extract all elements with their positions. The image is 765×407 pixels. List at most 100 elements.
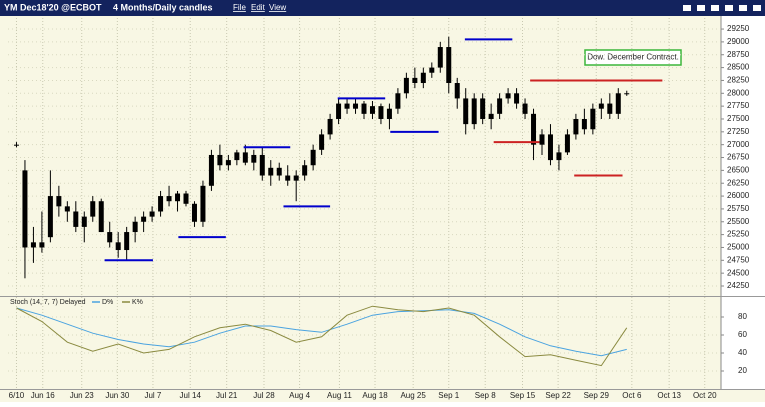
y-tick-label: 27000 [727, 140, 750, 149]
candle-body [64, 206, 70, 212]
candle-body [208, 154, 214, 186]
candle-body [276, 167, 282, 176]
icon[interactable] [683, 5, 691, 11]
candle-body [471, 98, 477, 125]
menu-item[interactable]: Edit [251, 3, 266, 12]
candle-body [302, 165, 308, 176]
y-tick-label: 28500 [727, 63, 750, 72]
candle-body [386, 108, 392, 119]
stoch-line [16, 305, 628, 367]
candle-body [191, 203, 197, 222]
candle-body [624, 93, 630, 95]
x-tick-label: Sep 15 [510, 391, 536, 400]
candle-body [56, 196, 62, 207]
x-tick-label: Aug 18 [362, 391, 388, 400]
candle-body [547, 134, 553, 161]
y-tick-label: 26000 [727, 191, 750, 200]
x-tick-label: Sep 1 [438, 391, 459, 400]
candle-body [488, 113, 494, 119]
y-tick-label: 20 [738, 366, 747, 375]
y-tick-label: 29250 [727, 24, 750, 33]
candle-body [293, 175, 299, 181]
title-bar [0, 0, 765, 16]
candle-body [420, 72, 426, 84]
y-tick-label: 27750 [727, 101, 750, 110]
candle-body [310, 149, 316, 166]
candle-body [522, 103, 528, 114]
candle-body [285, 175, 291, 181]
candle-body [615, 93, 621, 114]
candle-body [395, 93, 401, 109]
x-tick-label: Oct 13 [657, 391, 681, 400]
candle-body [90, 201, 96, 217]
x-tick-label: Aug 4 [289, 391, 310, 400]
menu-item[interactable]: File [233, 3, 246, 12]
y-tick-label: 25500 [727, 217, 750, 226]
y-tick-label: 27500 [727, 114, 750, 123]
icon[interactable] [711, 5, 719, 11]
menu-item[interactable]: View [269, 3, 286, 12]
y-tick-label: 28750 [727, 50, 750, 59]
candle-body [412, 77, 418, 84]
icon[interactable] [725, 5, 733, 11]
candle-body [132, 221, 138, 233]
candle-body [539, 134, 545, 145]
candle-body [149, 211, 155, 217]
candle-body [251, 154, 257, 163]
candle-body [30, 242, 36, 248]
candle-body [531, 113, 537, 145]
y-tick-label: 26250 [727, 178, 750, 187]
window-controls[interactable] [683, 5, 761, 11]
candle-body [344, 103, 350, 109]
x-tick-label: Sep 29 [584, 391, 610, 400]
icon[interactable] [697, 5, 705, 11]
x-tick-label: Oct 20 [693, 391, 717, 400]
candle-body [353, 103, 359, 109]
y-tick-label: 26500 [727, 165, 750, 174]
x-tick-label: Aug 25 [400, 391, 426, 400]
candle-body [429, 67, 435, 73]
candle-body [454, 83, 460, 99]
candle-body [175, 193, 181, 202]
y-tick-label: 27250 [727, 127, 750, 136]
candle-body [598, 103, 604, 109]
candle-body [607, 103, 613, 114]
y-tick-label: 28250 [727, 76, 750, 85]
stoch-line [16, 307, 627, 357]
candle-body [268, 167, 274, 176]
candle-body [378, 106, 384, 119]
indicator-title: Stoch (14, 7, 7) Delayed [10, 299, 86, 306]
icon[interactable] [739, 5, 747, 11]
legend-label: K% [132, 299, 143, 306]
candle-body [437, 47, 443, 68]
candle-body [124, 232, 130, 251]
x-tick-label: Jul 7 [144, 391, 161, 400]
y-tick-label: 25250 [727, 230, 750, 239]
y-tick-label: 25000 [727, 243, 750, 252]
candle-body [480, 98, 486, 119]
y-tick-label: 80 [738, 312, 747, 321]
icon[interactable] [753, 5, 761, 11]
candle-body [463, 98, 469, 125]
window-title: YM Dec18'20 @ECBOT [4, 2, 102, 12]
x-tick-label: Jun 16 [31, 391, 56, 400]
y-tick-label: 60 [738, 330, 747, 339]
candle-body [259, 154, 265, 176]
x-tick-label: Jul 21 [216, 391, 238, 400]
y-tick-label: 24500 [727, 268, 750, 277]
price-axis-bg [721, 16, 765, 389]
candle-body [98, 201, 104, 233]
candle-body [22, 170, 28, 248]
x-tick-label: Aug 11 [327, 391, 352, 400]
candle-body [242, 152, 248, 163]
candle-body [225, 160, 231, 166]
y-tick-label: 40 [738, 348, 747, 357]
x-tick-label: Sep 22 [545, 391, 571, 400]
candle-body [13, 144, 19, 146]
candle-body [200, 185, 206, 222]
annotation-box [584, 49, 682, 66]
candle-body [47, 196, 53, 238]
x-tick-label: Jun 30 [105, 391, 130, 400]
